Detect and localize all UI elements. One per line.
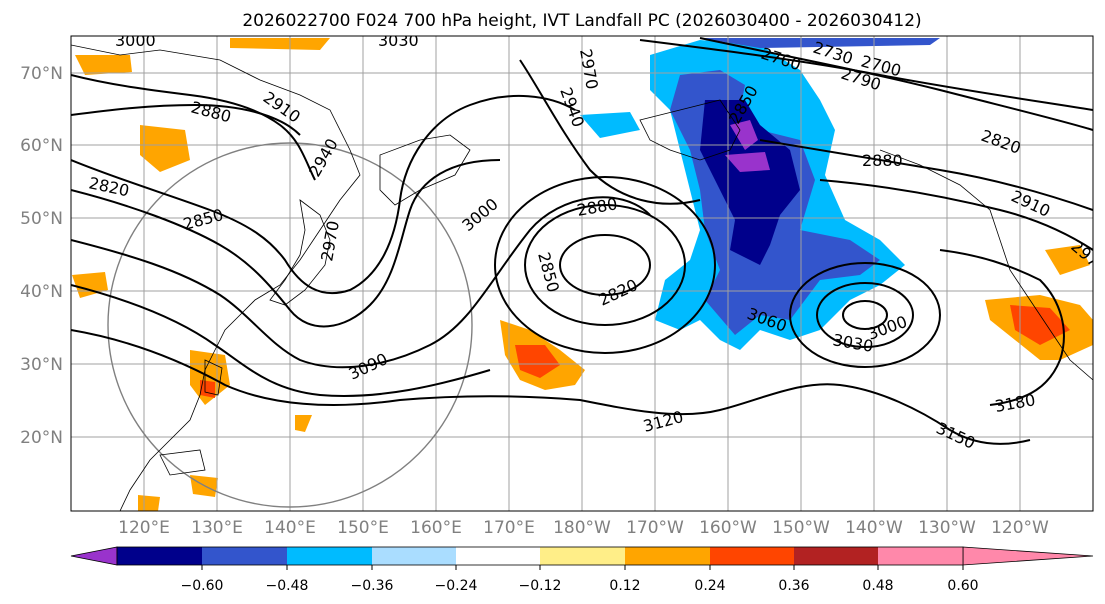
colorbar-tick-label: −0.12 [519,578,562,594]
contour-label: 3000 [115,31,156,50]
lon-label: 140°W [845,518,903,538]
lon-label: 150°W [772,518,830,538]
height-contour [71,329,1031,445]
colorbar-tick-label: 0.12 [609,578,640,594]
height-contours [71,37,1093,445]
lon-label: 180°W [553,518,611,538]
colorbar-segment [456,547,540,565]
ivt-area-top [700,38,940,48]
lat-label: 30°N [20,355,63,375]
height-contour-low [524,204,686,326]
lon-label: 170°E [483,518,535,538]
colorbar-ticks: −0.60 −0.48 −0.36 −0.24 −0.12 0.12 0.24 … [181,565,979,594]
colorbar-arrow-right [962,546,1094,566]
height-contour [71,95,576,295]
height-contour [71,196,651,369]
lon-label: 120°E [118,518,170,538]
height-contour [71,159,501,328]
map-frame [70,35,1094,512]
height-contour-low-outer [494,176,716,354]
lon-label: 160°E [410,518,462,538]
colorbar-segment [117,547,202,565]
lon-label: 130°E [191,518,243,538]
lon-label: 160°W [699,518,757,538]
lon-label: 150°E [337,518,389,538]
range-ring [107,142,473,508]
ivt-area-orange-5 [75,55,132,75]
lon-label: 130°W [918,518,976,538]
map-area: 3000 3030 2760 2730 2700 2790 2880 2910 … [71,31,1093,511]
ivt-area-orange-4 [140,125,190,172]
height-contour-high-outer [789,262,941,368]
lon-label: 120°W [991,518,1049,538]
ivt-area-red-2 [1010,305,1070,345]
asia-coastline [71,44,361,511]
height-contour [699,37,1093,131]
colorbar-segment [287,547,372,565]
latitude-labels: 70°N 60°N 50°N 40°N 30°N 20°N [20,64,63,448]
colorbar-tick-label: −0.24 [435,578,478,594]
colorbar-segment [794,547,878,565]
ivt-area-red-1 [515,345,560,378]
height-contour [71,103,301,136]
colorbar-segment [878,547,963,565]
figure-title: 2026022700 F024 700 hPa height, IVT Land… [242,11,921,31]
colorbar-segment [625,547,710,565]
height-contour [71,284,491,397]
height-contour-low-inner [559,234,651,296]
colorbar-segment [710,547,794,565]
lat-label: 70°N [20,64,63,84]
contour-label: 3030 [378,31,419,50]
height-contour [759,139,1093,211]
ivt-area-orange-3 [1045,245,1090,275]
ivt-area-orange-11 [295,415,312,432]
colorbar-arrow-left [70,546,118,566]
longitude-labels: 120°E 130°E 140°E 150°E 160°E 170°E 180°… [118,518,1049,538]
ivt-area-peak-2 [725,152,770,172]
kamchatka-coastline [379,134,471,206]
taiwan-coastline [204,359,223,396]
colorbar-tick-label: 0.60 [947,578,978,594]
colorbar: −0.60 −0.48 −0.36 −0.24 −0.12 0.12 0.24 … [70,546,1094,594]
height-contour [519,59,701,205]
north-america-coastline [879,149,1093,381]
contour-label: 2880 [862,151,903,170]
height-contour-high [816,282,914,348]
lat-label: 40°N [20,282,63,302]
lat-label: 20°N [20,428,63,448]
colorbar-tick-label: 0.24 [694,578,725,594]
philippines-coastline [159,449,206,476]
colorbar-tick-label: −0.48 [266,578,309,594]
colorbar-segment [540,547,625,565]
alaska-coastline [639,99,741,161]
ivt-area-peak-1 [730,120,758,150]
lon-label: 170°W [626,518,684,538]
ivt-area-strong [700,100,800,265]
ivt-area-orange-10 [138,495,160,511]
lat-label: 60°N [20,136,63,156]
colorbar-tick-label: −0.36 [351,578,394,594]
lon-label: 140°E [264,518,316,538]
lat-label: 50°N [20,209,63,229]
ivt-area-orange-6 [230,38,330,50]
colorbar-tick-label: 0.36 [778,578,809,594]
ivt-area-small [580,112,640,138]
colorbar-segment [372,547,456,565]
height-contour [939,249,1065,406]
colorbar-tick-label: 0.48 [862,578,893,594]
height-contour-high-inner [842,300,888,330]
height-contour [71,74,316,181]
colorbar-segment [202,547,287,565]
height-contour [819,179,1093,251]
colorbar-tick-label: −0.60 [181,578,224,594]
